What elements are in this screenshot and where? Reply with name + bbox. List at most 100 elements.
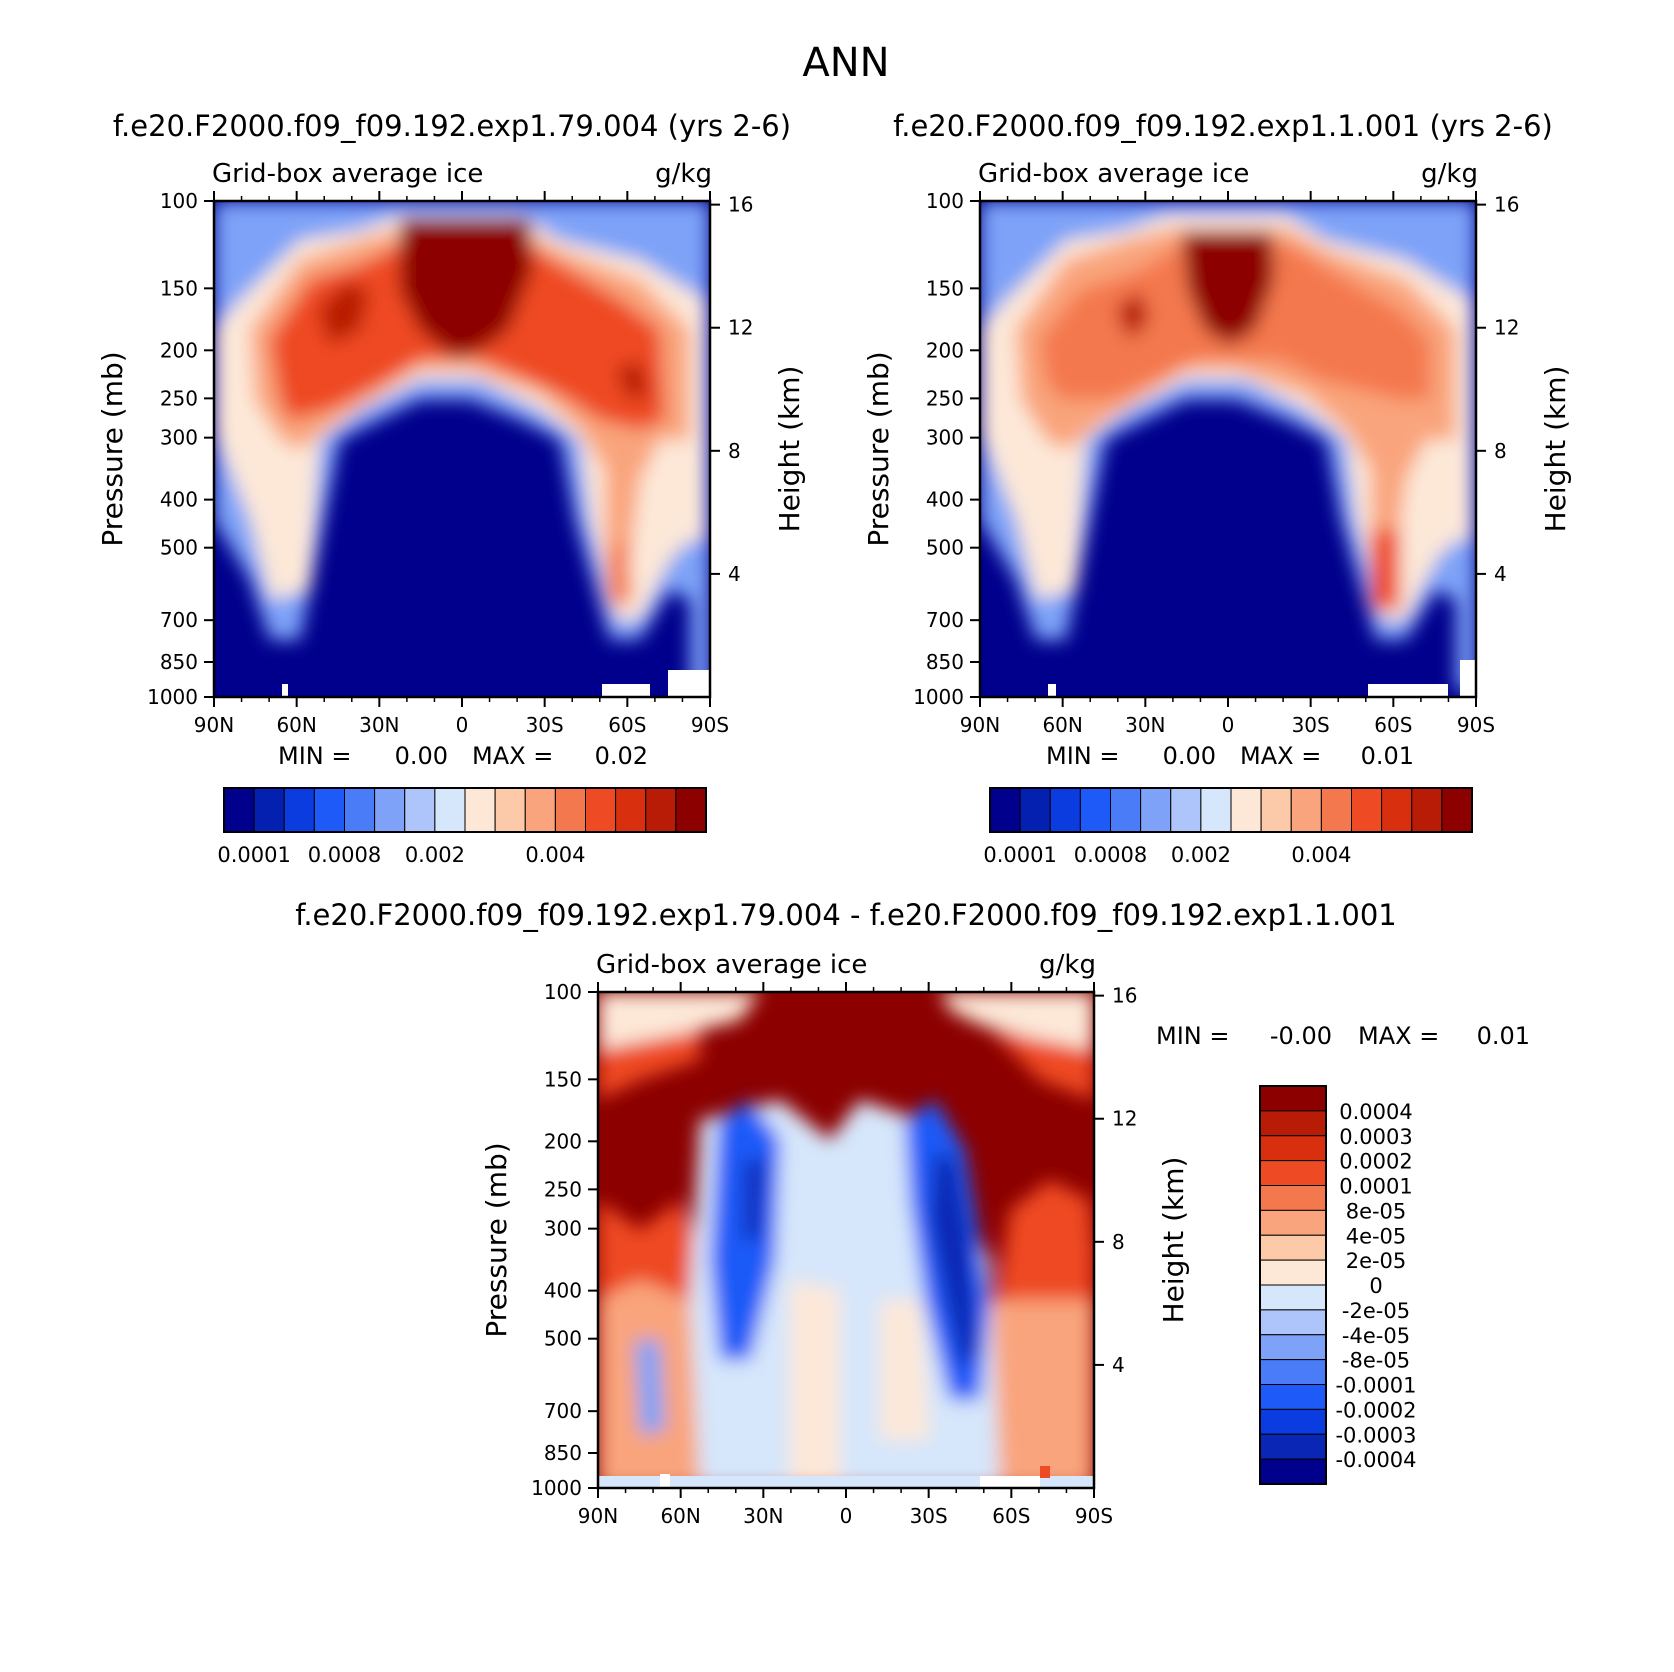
colorbar-label: 0	[1369, 1274, 1382, 1298]
diff-colorbar: 0.00040.00030.00020.00018e-054e-052e-050…	[1259, 1085, 1417, 1485]
diff-min-value: -0.00	[1270, 1022, 1332, 1050]
colorbar-swatch	[1259, 1408, 1327, 1435]
x-tick-label: 60S	[1374, 713, 1412, 737]
x-tick-label: 30S	[1292, 713, 1330, 737]
run1-max-value: 0.02	[595, 742, 648, 770]
y-tick-label: 250	[926, 386, 964, 410]
y-tick-label: 200	[544, 1129, 582, 1153]
colorbar-label: -4e-05	[1342, 1324, 1410, 1348]
x-tick-label: 60N	[660, 1504, 700, 1528]
height-tick-label: 16	[728, 193, 753, 217]
colorbar-swatch	[1259, 1384, 1327, 1410]
diff-units: g/kg	[1039, 950, 1096, 980]
colorbar-swatch	[464, 787, 496, 833]
colorbar-label: 0.0001	[983, 843, 1056, 867]
y-tick-label: 400	[160, 488, 198, 512]
run2-units: g/kg	[1421, 159, 1478, 189]
colorbar-swatch	[1079, 787, 1111, 833]
height-tick-label: 8	[728, 439, 741, 463]
colorbar-label: 0.004	[525, 843, 585, 867]
colorbar-swatch	[1441, 787, 1473, 833]
run2-axes: 90N 60N 30N 0 30S 60S 90S 100 150 200 250 300 400 500…	[913, 189, 1519, 737]
colorbar-swatch	[253, 787, 285, 833]
run2-title: f.e20.F2000.f09_f09.192.exp1.1.001 (yrs …	[893, 109, 1553, 143]
run1-left-label: Grid-box average ice	[212, 159, 483, 189]
x-tick-label: 30N	[1125, 713, 1165, 737]
diff-max-label: MAX =	[1358, 1022, 1439, 1050]
run1-min-value: 0.00	[395, 742, 448, 770]
y-tick-label: 150	[160, 276, 198, 300]
y-tick-label: 200	[926, 338, 964, 362]
y-tick-label: 300	[544, 1217, 582, 1241]
x-tick-label: 30N	[743, 1504, 783, 1528]
run2-ylabel-right: Height (km)	[1539, 366, 1572, 533]
colorbar-swatch	[1259, 1334, 1327, 1361]
diff-ylabel: Pressure (mb)	[480, 1142, 513, 1337]
y-tick-label: 250	[544, 1177, 582, 1201]
x-tick-label: 60N	[1042, 713, 1082, 737]
colorbar-label: -2e-05	[1342, 1299, 1410, 1323]
diff-left-label: Grid-box average ice	[596, 950, 867, 980]
colorbar-swatch	[1260, 787, 1292, 833]
colorbar-label: 0.002	[1171, 843, 1231, 867]
colorbar-swatch	[645, 787, 677, 833]
colorbar-swatch	[1320, 787, 1352, 833]
colorbar-swatch	[404, 787, 436, 833]
colorbar-label: 8e-05	[1346, 1199, 1407, 1223]
colorbar-swatch	[1259, 1359, 1327, 1385]
run1-min-label: MIN =	[278, 742, 351, 770]
colorbar-swatch	[1411, 787, 1443, 833]
colorbar-label: 0.002	[405, 843, 465, 867]
colorbar-swatch	[1259, 1085, 1327, 1112]
y-tick-label: 400	[926, 488, 964, 512]
x-tick-label: 90S	[691, 713, 729, 737]
y-tick-label: 850	[926, 650, 964, 674]
colorbar-label: 0.0004	[1339, 1100, 1412, 1124]
run2-min-label: MIN =	[1046, 742, 1119, 770]
colorbar-swatch	[1049, 787, 1081, 833]
run1-max-label: MAX =	[472, 742, 553, 770]
colorbar-label: 0.0001	[1339, 1175, 1412, 1199]
x-tick-label: 90S	[1457, 713, 1495, 737]
diff-panel: 90N 60N 30N 0 30S 60S 90S 100 150 200 250 300 400 500…	[480, 950, 1530, 1528]
y-tick-label: 500	[926, 536, 964, 560]
diff-min-label: MIN =	[1156, 1022, 1229, 1050]
run2-left-label: Grid-box average ice	[978, 159, 1249, 189]
height-tick-label: 16	[1494, 193, 1519, 217]
colorbar-swatch	[223, 787, 255, 833]
colorbar-swatch	[1140, 787, 1172, 833]
colorbar-label: -0.0003	[1335, 1423, 1416, 1447]
y-tick-label: 100	[926, 189, 964, 213]
colorbar-frame	[223, 787, 707, 833]
colorbar-swatch	[1110, 787, 1142, 833]
run2-colorbar: 0.0001 0.0008 0.002 0.004	[983, 787, 1473, 867]
colorbar-swatch	[1259, 1458, 1327, 1485]
colorbar-swatch	[585, 787, 617, 833]
colorbar-swatch	[1259, 1309, 1327, 1336]
run1-contour-field	[214, 201, 710, 697]
y-tick-label: 700	[160, 608, 198, 632]
colorbar-label: 2e-05	[1346, 1249, 1407, 1273]
run2-ylabel: Pressure (mb)	[862, 351, 895, 546]
colorbar-swatch	[1259, 1284, 1327, 1311]
x-tick-label: 0	[840, 1504, 853, 1528]
y-tick-label: 1000	[147, 685, 198, 709]
x-tick-label: 90S	[1075, 1504, 1113, 1528]
height-tick-label: 12	[728, 316, 753, 340]
colorbar-swatch	[374, 787, 406, 833]
y-tick-label: 250	[160, 386, 198, 410]
colorbar-swatch	[1259, 1160, 1327, 1186]
colorbar-swatch	[1259, 1135, 1327, 1162]
height-tick-label: 4	[1112, 1353, 1125, 1377]
colorbar-label: 4e-05	[1346, 1224, 1407, 1248]
colorbar-swatch	[1259, 1259, 1327, 1286]
colorbar-label: 0.0002	[1339, 1150, 1412, 1174]
colorbar-swatch	[313, 787, 345, 833]
diff-contour-field	[598, 992, 1094, 1488]
y-tick-label: 300	[160, 426, 198, 450]
colorbar-swatch	[1259, 1209, 1327, 1236]
run1-ylabel-right: Height (km)	[773, 366, 806, 533]
colorbar-label: -8e-05	[1342, 1349, 1410, 1373]
colorbar-swatch	[344, 787, 376, 833]
